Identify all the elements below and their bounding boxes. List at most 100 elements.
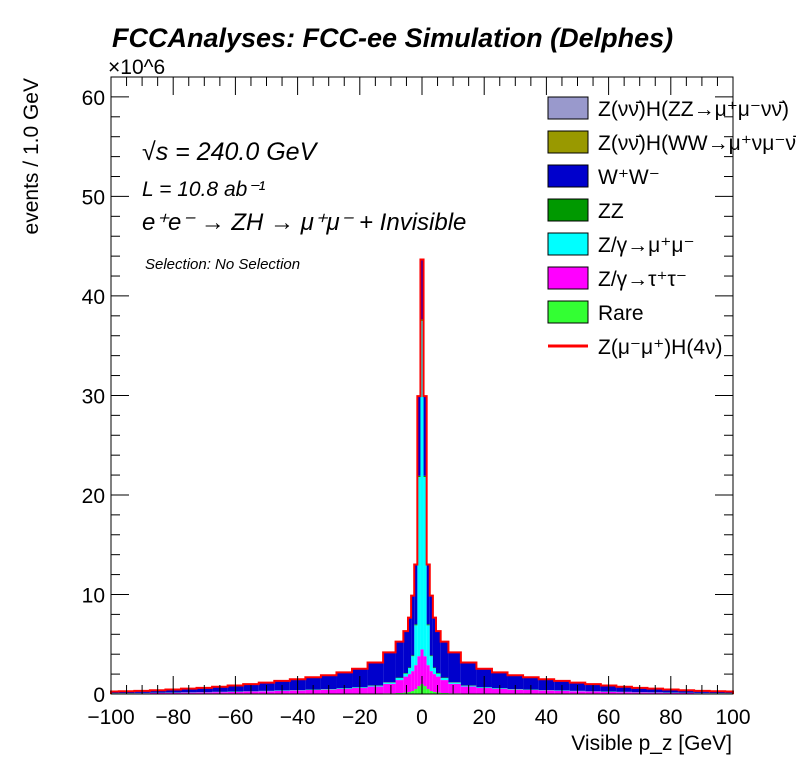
bar-2-29	[432, 668, 436, 675]
x-tick-label: 0	[416, 706, 428, 729]
process-annotation: e⁺e⁻ → ZH → μ⁺μ⁻ + Invisible	[142, 209, 466, 236]
selection-annotation: Selection: No Selection	[145, 256, 300, 273]
x-tick-label: −40	[280, 706, 316, 729]
bar-1-32	[448, 683, 461, 694]
bar-1-21	[408, 674, 412, 693]
bar-0-27	[426, 689, 430, 694]
bar-4-23	[414, 564, 418, 625]
bar-1-23	[414, 665, 418, 690]
bar-1-20	[403, 676, 409, 693]
bar-2-20	[403, 673, 409, 677]
x-tick-label: −60	[218, 706, 254, 729]
bar-4-24	[417, 396, 421, 476]
bar-1-24	[417, 656, 421, 687]
legend-swatch	[547, 96, 589, 120]
legend-label: Z(μ⁻μ⁺)H(4ν)	[598, 336, 723, 359]
bar-0-26	[423, 686, 427, 694]
bar-1-22	[411, 671, 415, 692]
bar-4-32	[448, 652, 461, 683]
legend-label: Z(νν̄)H(WW→μ⁺νμ⁻ν̄)	[598, 132, 796, 155]
bar-4-21	[408, 617, 412, 668]
bar-1-30	[435, 676, 441, 693]
x-axis-label: Visible p_z [GeV]	[571, 732, 732, 755]
bar-4-15	[336, 672, 353, 689]
bar-4-28	[429, 595, 433, 656]
bar-2-25	[420, 320, 424, 650]
legend-label: Z/γ→μ⁺μ⁻	[598, 234, 695, 257]
bar-0-28	[429, 691, 433, 694]
sqrt-s-annotation: √s = 240.0 GeV	[142, 138, 319, 166]
bar-4-31	[440, 641, 449, 678]
x-tick-label: 60	[597, 706, 620, 729]
legend: Z(νν̄)H(ZZ→μ⁺μ⁻νν̄) Z(νν̄)H(WW→μ⁺νμ⁻ν̄) W⁺…	[547, 96, 796, 359]
bar-4-27	[426, 564, 430, 625]
bar-3-26	[423, 475, 427, 478]
bar-2-22	[411, 656, 415, 672]
bar-4-13	[305, 677, 321, 690]
bar-2-21	[408, 668, 412, 675]
bar-0-29	[432, 692, 436, 694]
y-tick-label: 30	[82, 385, 105, 408]
signal-line	[110, 258, 734, 694]
legend-swatch	[547, 266, 589, 290]
bar-2-27	[426, 625, 430, 666]
bar-0-24	[417, 686, 421, 694]
x-axis: −100 −80 −60 −40 −20 0 20 40 60 80 100	[87, 77, 751, 729]
y-tick-label: 0	[93, 684, 105, 707]
bar-3-22	[411, 655, 415, 657]
x-tick-label: 40	[535, 706, 558, 729]
bar-3-27	[426, 624, 430, 626]
y-tick-label: 50	[82, 186, 105, 209]
bar-4-18	[383, 652, 396, 683]
bar-1-27	[426, 665, 430, 690]
y-tick-label: 20	[82, 485, 105, 508]
x-tick-label: −80	[155, 706, 191, 729]
bar-4-37	[523, 677, 539, 690]
bar-2-23	[414, 625, 418, 666]
y-multiplier: ×10^6	[108, 56, 165, 79]
bar-1-26	[423, 656, 427, 687]
x-tick-label: 100	[715, 706, 750, 729]
bar-1-29	[432, 674, 436, 693]
bar-2-26	[423, 477, 427, 657]
bar-3-20	[403, 673, 409, 674]
bar-1-31	[440, 680, 449, 694]
legend-swatch	[547, 164, 589, 188]
bar-1-19	[395, 680, 404, 694]
bar-4-20	[403, 631, 409, 674]
bar-2-24	[417, 477, 421, 657]
y-tick-label: 40	[82, 286, 105, 309]
bar-2-30	[435, 673, 441, 677]
bar-1-18	[383, 683, 396, 694]
legend-swatch	[547, 198, 589, 222]
bar-2-19	[395, 678, 404, 681]
bar-4-22	[411, 595, 415, 656]
x-tick-label: −20	[342, 706, 378, 729]
bar-1-28	[429, 671, 433, 692]
bar-4-30	[435, 631, 441, 674]
bar-4-36	[507, 675, 524, 690]
legend-label: Z(νν̄)H(ZZ→μ⁺μ⁻νν̄)	[598, 98, 789, 121]
legend-label: ZZ	[598, 200, 624, 223]
bar-4-25	[420, 259, 424, 320]
bar-3-24	[417, 475, 421, 478]
legend-label: Z/γ→τ⁺τ⁻	[598, 268, 687, 291]
bar-4-33	[460, 662, 477, 686]
bar-3-21	[408, 667, 412, 669]
bar-3-28	[429, 655, 433, 657]
legend-swatch	[547, 300, 589, 324]
bar-1-25	[420, 649, 424, 685]
bar-0-21	[408, 692, 412, 694]
y-axis-label: events / 1.0 GeV	[20, 78, 43, 234]
x-tick-label: 20	[473, 706, 496, 729]
legend-label: Rare	[598, 302, 644, 325]
bar-4-17	[367, 662, 384, 686]
bar-2-32	[448, 682, 461, 684]
y-axis: 0 10 20 30 40 50 60	[82, 87, 733, 707]
bar-2-28	[429, 656, 433, 672]
chart-title: FCCAnalyses: FCC-ee Simulation (Delphes)	[112, 23, 673, 53]
bar-0-23	[414, 689, 418, 694]
x-tick-label: 80	[659, 706, 682, 729]
y-tick-label: 10	[82, 584, 105, 607]
bar-2-31	[440, 678, 449, 681]
